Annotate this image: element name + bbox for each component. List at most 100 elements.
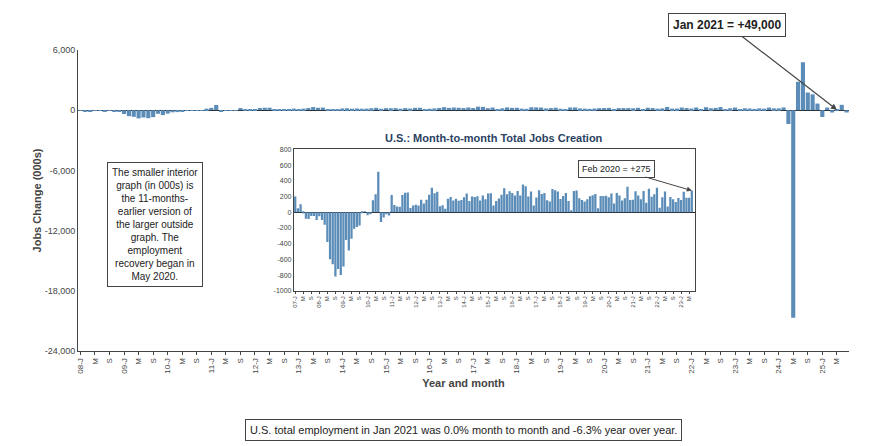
svg-text:S: S	[149, 358, 158, 363]
svg-text:18-J: 18-J	[557, 296, 563, 308]
svg-text:S: S	[308, 296, 314, 300]
svg-text:S: S	[280, 358, 289, 363]
svg-text:-200: -200	[277, 224, 291, 231]
svg-text:15-J: 15-J	[382, 358, 391, 374]
svg-text:08-J: 08-J	[76, 358, 85, 374]
svg-text:-24,000: -24,000	[45, 346, 76, 356]
svg-text:S: S	[192, 358, 201, 363]
svg-text:11-J: 11-J	[207, 358, 216, 373]
svg-text:17-J: 17-J	[533, 296, 539, 308]
svg-text:-1000: -1000	[274, 287, 292, 294]
svg-text:S: S	[598, 296, 604, 300]
svg-text:M: M	[565, 296, 571, 301]
svg-text:12-J: 12-J	[413, 296, 419, 308]
svg-text:M: M	[658, 358, 667, 365]
svg-text:M: M	[614, 358, 623, 365]
svg-text:6,000: 6,000	[53, 45, 76, 55]
svg-text:21-J: 21-J	[630, 296, 636, 308]
svg-text:M: M	[745, 358, 754, 365]
svg-text:23-J: 23-J	[731, 358, 740, 374]
svg-text:S: S	[236, 358, 245, 363]
svg-text:0: 0	[70, 105, 75, 115]
svg-text:S: S	[332, 296, 338, 300]
svg-text:23-J: 23-J	[678, 296, 684, 308]
svg-text:M: M	[396, 358, 405, 365]
svg-text:M: M	[134, 358, 143, 365]
svg-text:11-J: 11-J	[389, 296, 395, 307]
svg-text:800: 800	[280, 146, 292, 153]
svg-text:S: S	[501, 296, 507, 300]
svg-text:M: M	[397, 296, 403, 301]
svg-text:S: S	[672, 358, 681, 363]
svg-text:S: S	[454, 358, 463, 363]
svg-text:M: M	[541, 296, 547, 301]
svg-text:S: S	[585, 358, 594, 363]
svg-text:600: 600	[280, 162, 292, 169]
svg-text:The smaller interiorgraph (in: The smaller interiorgraph (in 000s) isth…	[112, 167, 198, 282]
svg-text:25-J: 25-J	[818, 358, 827, 374]
svg-text:S: S	[525, 296, 531, 300]
svg-text:M: M	[832, 358, 841, 365]
svg-text:M: M	[265, 358, 274, 365]
svg-text:M: M	[348, 296, 354, 301]
svg-text:19-J: 19-J	[582, 296, 588, 308]
svg-text:S: S	[381, 296, 387, 300]
svg-text:200: 200	[280, 193, 292, 200]
svg-text:S: S	[453, 296, 459, 300]
svg-text:400: 400	[280, 177, 292, 184]
svg-text:07-J: 07-J	[292, 296, 298, 308]
svg-text:-800: -800	[277, 272, 291, 279]
svg-text:19-J: 19-J	[556, 358, 565, 374]
svg-text:20-J: 20-J	[606, 296, 612, 308]
svg-text:S: S	[716, 358, 725, 363]
svg-text:M: M	[493, 296, 499, 301]
svg-text:10-J: 10-J	[365, 296, 371, 308]
svg-text:S: S	[477, 296, 483, 300]
svg-text:14-J: 14-J	[461, 296, 467, 308]
svg-text:M: M	[178, 358, 187, 365]
svg-text:M: M	[686, 296, 692, 301]
svg-text:U.S.: Month-to-month Total Job: U.S.: Month-to-month Total Jobs Creation	[385, 132, 603, 144]
svg-text:M: M	[789, 358, 798, 365]
svg-text:M: M	[300, 296, 306, 301]
svg-text:0: 0	[288, 209, 292, 216]
svg-text:S: S	[803, 358, 812, 363]
svg-text:S: S	[429, 296, 435, 300]
svg-text:M: M	[483, 358, 492, 365]
svg-text:S: S	[542, 358, 551, 363]
svg-text:-18,000: -18,000	[45, 286, 76, 296]
svg-text:Year and month: Year and month	[422, 377, 505, 389]
svg-text:Jan 2021 = +49,000: Jan 2021 = +49,000	[673, 18, 781, 32]
svg-text:S: S	[498, 358, 507, 363]
svg-text:S: S	[760, 358, 769, 363]
svg-text:S: S	[549, 296, 555, 300]
svg-text:08-J: 08-J	[316, 296, 322, 308]
svg-text:M: M	[638, 296, 644, 301]
svg-text:S: S	[323, 358, 332, 363]
svg-text:18-J: 18-J	[512, 358, 521, 374]
svg-text:20-J: 20-J	[600, 358, 609, 374]
svg-text:M: M	[702, 358, 711, 365]
svg-text:-600: -600	[277, 256, 291, 263]
svg-text:M: M	[324, 296, 330, 301]
svg-text:S: S	[670, 296, 676, 300]
svg-text:M: M	[222, 358, 231, 365]
svg-text:S: S	[405, 296, 411, 300]
svg-text:M: M	[373, 296, 379, 301]
svg-text:M: M	[421, 296, 427, 301]
svg-text:22-J: 22-J	[654, 296, 660, 308]
svg-text:16-J: 16-J	[425, 358, 434, 374]
svg-text:M: M	[91, 358, 100, 365]
svg-text:10-J: 10-J	[163, 358, 172, 374]
svg-text:M: M	[469, 296, 475, 301]
svg-text:S: S	[622, 296, 628, 300]
svg-text:21-J: 21-J	[643, 358, 652, 374]
svg-text:09-J: 09-J	[120, 358, 129, 374]
svg-text:Feb 2020 = +275: Feb 2020 = +275	[582, 164, 651, 174]
svg-text:M: M	[527, 358, 536, 365]
svg-text:M: M	[309, 358, 318, 365]
svg-text:09-J: 09-J	[340, 296, 346, 308]
svg-text:M: M	[590, 296, 596, 301]
svg-text:S: S	[629, 358, 638, 363]
svg-text:M: M	[614, 296, 620, 301]
